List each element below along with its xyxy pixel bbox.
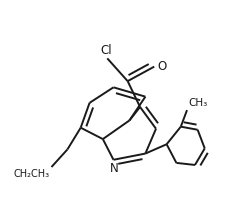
Text: Cl: Cl (100, 44, 112, 56)
Text: CH₂CH₃: CH₂CH₃ (13, 169, 49, 179)
Text: CH₃: CH₃ (188, 98, 207, 108)
Text: N: N (110, 162, 119, 175)
Text: O: O (158, 60, 167, 73)
